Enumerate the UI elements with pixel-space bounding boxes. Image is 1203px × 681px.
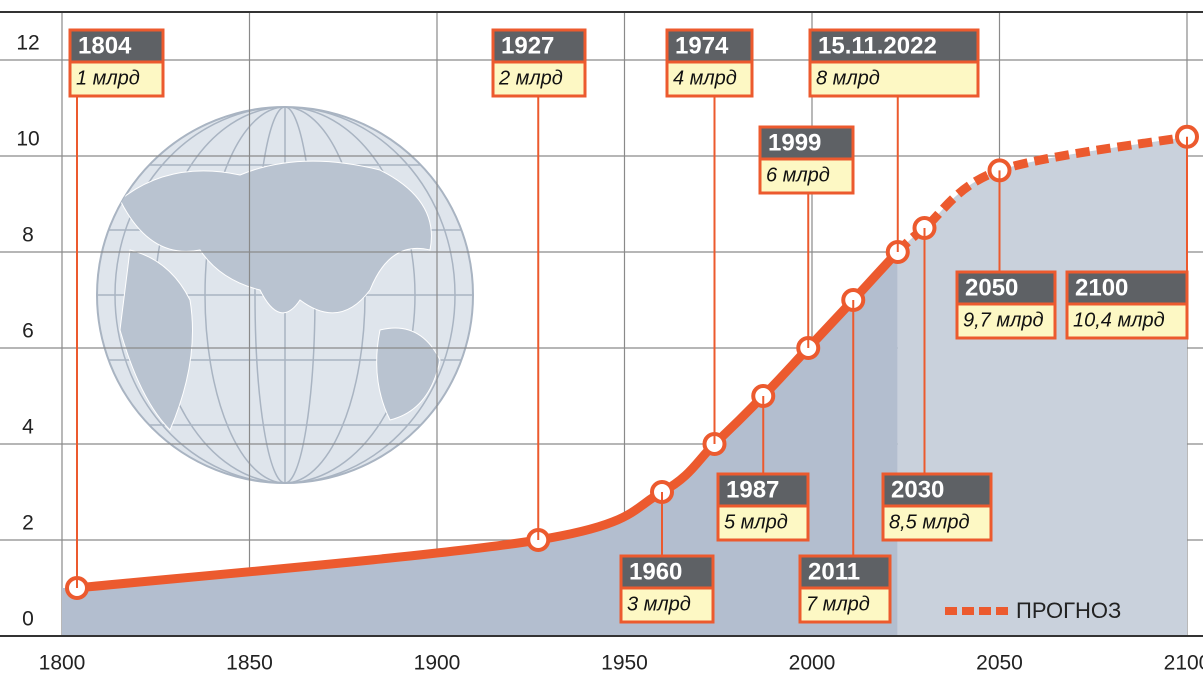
label-note [955, 302, 1057, 340]
label-header [665, 28, 754, 64]
label-header [758, 125, 855, 161]
value-label: 10,4 млрд [1073, 309, 1165, 331]
label-header [619, 554, 715, 590]
x-tick-label: 1900 [414, 652, 461, 675]
globe [96, 106, 474, 484]
year-label: 1999 [768, 129, 821, 156]
value-label: 9,7 млрд [963, 309, 1044, 331]
year-label: 2100 [1075, 274, 1128, 301]
year-label: 1987 [726, 476, 779, 503]
label-note [758, 157, 855, 195]
label-header [491, 28, 587, 64]
label-header [1065, 270, 1189, 306]
label-note [619, 586, 715, 624]
label-note [881, 504, 993, 542]
y-tick-label: 4 [22, 416, 34, 439]
year-label: 2011 [808, 558, 860, 585]
legend-label: ПРОГНОЗ [1016, 598, 1121, 623]
value-label: 4 млрд [673, 67, 737, 89]
value-label: 6 млрд [766, 164, 830, 186]
legend: ПРОГНОЗ [945, 598, 1121, 623]
value-label: 5 млрд [724, 511, 788, 533]
label-note [68, 60, 165, 98]
y-tick-label: 8 [22, 224, 34, 247]
x-tick-label: 1950 [601, 652, 648, 675]
x-tick-label: 2050 [976, 652, 1023, 675]
x-tick-label: 1800 [39, 652, 86, 675]
value-label: 8 млрд [816, 67, 880, 89]
label-note [798, 586, 892, 624]
series-line [76, 248, 901, 593]
value-label: 8,5 млрд [889, 511, 970, 533]
y-tick-label: 6 [22, 320, 34, 343]
label-header [955, 270, 1057, 306]
value-label: 1 млрд [76, 67, 140, 89]
x-tick-label: 1850 [226, 652, 273, 675]
value-label: 3 млрд [627, 593, 691, 615]
label-header [808, 28, 980, 64]
year-label: 1804 [78, 32, 132, 59]
x-tick-label: 2000 [789, 652, 836, 675]
y-tick-label: 0 [22, 608, 34, 631]
label-note [808, 60, 980, 98]
year-label: 2050 [965, 274, 1018, 301]
y-tick-label: 10 [16, 128, 39, 151]
value-label: 7 млрд [806, 593, 870, 615]
y-tick-label: 2 [22, 512, 34, 535]
series-line [894, 132, 1188, 256]
year-label: 2030 [891, 476, 944, 503]
year-label: 1927 [501, 32, 554, 59]
x-tick-label: 2100 [1164, 652, 1203, 675]
annotations: 1804 1 млрд 1927 2 млрд 1960 3 млрд 1974 4 млрд… [68, 28, 1189, 624]
label-note [716, 504, 810, 542]
area [62, 252, 898, 636]
label-header [798, 554, 892, 590]
year-label: 1960 [629, 558, 682, 585]
year-label: 1974 [675, 32, 729, 59]
label-note [665, 60, 754, 98]
year-label: 15.11.2022 [818, 32, 937, 59]
axes: 0 2 4 6 8 10 12 1800 1850 1900 1950 2000 2050 2100 [0, 11, 1203, 675]
value-label: 2 млрд [498, 67, 563, 89]
area [897, 136, 1187, 637]
label-note [1065, 302, 1189, 340]
label-note [491, 60, 587, 98]
y-tick-label: 12 [16, 32, 39, 55]
